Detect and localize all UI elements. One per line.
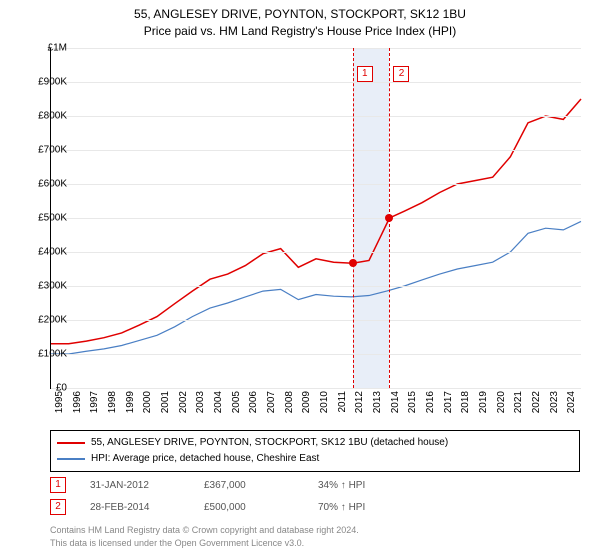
y-axis-label: £800K — [38, 111, 67, 122]
legend-row: 55, ANGLESEY DRIVE, POYNTON, STOCKPORT, … — [57, 435, 573, 451]
gridline — [51, 184, 581, 185]
x-axis-label: 2009 — [301, 391, 312, 413]
x-axis-label: 2002 — [178, 391, 189, 413]
y-axis-label: £500K — [38, 213, 67, 224]
x-axis-label: 2010 — [319, 391, 330, 413]
x-axis-label: 2000 — [142, 391, 153, 413]
y-axis-label: £700K — [38, 145, 67, 156]
y-axis-label: £100K — [38, 349, 67, 360]
legend-label: 55, ANGLESEY DRIVE, POYNTON, STOCKPORT, … — [91, 435, 448, 451]
chart-container: 55, ANGLESEY DRIVE, POYNTON, STOCKPORT, … — [0, 0, 600, 560]
row-number-box: 1 — [50, 477, 66, 493]
x-axis-label: 1995 — [54, 391, 65, 413]
gridline — [51, 388, 581, 389]
x-axis-label: 2018 — [460, 391, 471, 413]
x-axis-label: 2019 — [478, 391, 489, 413]
y-axis-label: £900K — [38, 77, 67, 88]
x-axis-label: 2011 — [337, 391, 348, 413]
x-axis-label: 2007 — [266, 391, 277, 413]
x-axis-label: 2016 — [425, 391, 436, 413]
x-axis-label: 2023 — [549, 391, 560, 413]
legend-row: HPI: Average price, detached house, Ches… — [57, 451, 573, 467]
chart-title: 55, ANGLESEY DRIVE, POYNTON, STOCKPORT, … — [0, 0, 600, 40]
x-axis-label: 1999 — [125, 391, 136, 413]
event-vline — [353, 48, 354, 388]
gridline — [51, 354, 581, 355]
x-axis-label: 2020 — [496, 391, 507, 413]
series-line — [51, 221, 581, 354]
price-marker — [349, 259, 357, 267]
gridline — [51, 150, 581, 151]
series-line — [51, 99, 581, 344]
x-axis-label: 2013 — [372, 391, 383, 413]
x-axis-label: 2001 — [160, 391, 171, 413]
axes: 1995199619971998199920002001200220032004… — [50, 48, 581, 389]
gridline — [51, 252, 581, 253]
footer-line: This data is licensed under the Open Gov… — [50, 537, 359, 550]
table-row: 2 28-FEB-2014 £500,000 70% ↑ HPI — [50, 496, 408, 518]
x-axis-label: 2012 — [354, 391, 365, 413]
footer-line: Contains HM Land Registry data © Crown c… — [50, 524, 359, 537]
sale-date: 28-FEB-2014 — [90, 502, 180, 513]
gridline — [51, 116, 581, 117]
x-axis-label: 2008 — [284, 391, 295, 413]
plot-area: 1995199619971998199920002001200220032004… — [50, 48, 580, 388]
y-axis-label: £0 — [56, 383, 67, 394]
sale-vs-hpi: 34% ↑ HPI — [318, 480, 408, 491]
legend-label: HPI: Average price, detached house, Ches… — [91, 451, 319, 467]
row-number-box: 2 — [50, 499, 66, 515]
y-axis-label: £400K — [38, 247, 67, 258]
legend-swatch — [57, 458, 85, 460]
gridline — [51, 218, 581, 219]
sale-date: 31-JAN-2012 — [90, 480, 180, 491]
x-axis-label: 2022 — [531, 391, 542, 413]
gridline — [51, 82, 581, 83]
title-line-1: 55, ANGLESEY DRIVE, POYNTON, STOCKPORT, … — [0, 6, 600, 23]
marker-number-box: 2 — [393, 66, 409, 82]
x-axis-label: 2003 — [195, 391, 206, 413]
x-axis-label: 1998 — [107, 391, 118, 413]
x-axis-label: 2024 — [566, 391, 577, 413]
footer-attribution: Contains HM Land Registry data © Crown c… — [50, 524, 359, 549]
x-axis-label: 2004 — [213, 391, 224, 413]
y-axis-label: £1M — [48, 43, 67, 54]
x-axis-label: 2014 — [390, 391, 401, 413]
title-line-2: Price paid vs. HM Land Registry's House … — [0, 23, 600, 40]
legend: 55, ANGLESEY DRIVE, POYNTON, STOCKPORT, … — [50, 430, 580, 472]
marker-number-box: 1 — [357, 66, 373, 82]
table-row: 1 31-JAN-2012 £367,000 34% ↑ HPI — [50, 474, 408, 496]
price-marker — [385, 214, 393, 222]
gridline — [51, 286, 581, 287]
x-axis-label: 2017 — [443, 391, 454, 413]
x-axis-label: 1996 — [72, 391, 83, 413]
x-axis-label: 2015 — [407, 391, 418, 413]
y-axis-label: £200K — [38, 315, 67, 326]
x-axis-label: 2005 — [231, 391, 242, 413]
y-axis-label: £600K — [38, 179, 67, 190]
y-axis-label: £300K — [38, 281, 67, 292]
sale-price: £500,000 — [204, 502, 294, 513]
x-axis-label: 1997 — [89, 391, 100, 413]
gridline — [51, 320, 581, 321]
x-axis-label: 2006 — [248, 391, 259, 413]
gridline — [51, 48, 581, 49]
x-axis-label: 2021 — [513, 391, 524, 413]
sales-table: 1 31-JAN-2012 £367,000 34% ↑ HPI 2 28-FE… — [50, 474, 408, 518]
legend-swatch — [57, 442, 85, 444]
sale-price: £367,000 — [204, 480, 294, 491]
sale-vs-hpi: 70% ↑ HPI — [318, 502, 408, 513]
